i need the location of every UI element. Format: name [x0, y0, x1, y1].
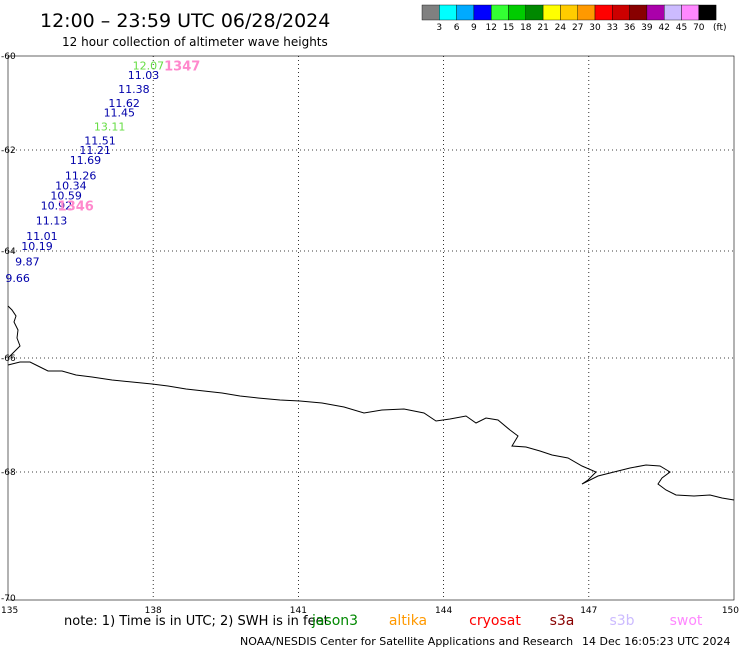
- satellite-legend-cryosat: cryosat: [469, 613, 521, 629]
- color-scale-swatch: [421, 4, 440, 21]
- color-scale-label: 15: [503, 23, 514, 33]
- color-scale-label: 33: [607, 23, 618, 33]
- color-scale-swatch: [681, 4, 699, 21]
- coastline: [7, 305, 735, 501]
- color-scale-swatch: [664, 4, 682, 21]
- wave-height-value: 11.21: [79, 144, 111, 157]
- map-frame: [7, 55, 735, 601]
- longitude-tick-label: 150: [722, 606, 739, 616]
- latitude-tick-label: -62: [1, 146, 16, 156]
- color-scale-label: 6: [454, 23, 460, 33]
- page-title: 12:00 – 23:59 UTC 06/28/2024: [40, 10, 330, 32]
- wave-height-value: 9.66: [5, 272, 30, 285]
- longitude-tick-label: 135: [1, 606, 18, 616]
- color-scale-label: 3: [436, 23, 442, 33]
- longitude-tick-labels: 135 138 141 144 147 150: [1, 606, 739, 616]
- satellite-legend-s3a: s3a: [550, 613, 575, 629]
- color-scale-swatch: [612, 4, 630, 21]
- pass-time-label: 1346: [58, 200, 94, 215]
- color-scale-label: 21: [537, 23, 548, 33]
- color-scale-swatch: [439, 4, 457, 21]
- color-scale-swatch: [456, 4, 475, 21]
- wave-height-value: 11.13: [36, 215, 68, 228]
- color-scale-label: 18: [520, 23, 532, 33]
- wave-height-value: 11.26: [65, 169, 97, 182]
- color-scale-unit: (ft): [713, 23, 727, 33]
- color-scale-label: 45: [676, 23, 687, 33]
- latitude-tick-label: -70: [1, 594, 16, 604]
- footer-timestamp: 14 Dec 16:05:23 UTC 2024: [582, 635, 730, 648]
- footer-credit: NOAA/NESDIS Center for Satellite Applica…: [240, 635, 573, 648]
- latitude-tick-labels: -60 -62 -64 -66 -68 -70: [1, 52, 16, 604]
- footer-note: note: 1) Time is in UTC; 2) SWH is in fe…: [64, 614, 329, 629]
- wave-height-value: 11.69: [70, 154, 102, 167]
- longitude-tick-label: 141: [290, 606, 307, 616]
- longitude-tick-label: 144: [435, 606, 452, 616]
- satellite-legend-s3b: s3b: [609, 613, 634, 629]
- wave-height-value: 10.92: [41, 200, 73, 213]
- color-scale-label: 39: [641, 23, 653, 33]
- color-scale-swatch: [508, 4, 526, 21]
- wave-height-value: 11.45: [104, 106, 136, 119]
- color-scale-swatch: [594, 4, 613, 21]
- latitude-tick-label: -64: [1, 247, 16, 257]
- color-scale-label: 12: [485, 23, 496, 33]
- wave-height-value: 10.19: [21, 240, 53, 253]
- pass-time-label: 1347: [164, 59, 200, 74]
- satellite-legend-swot: swot: [670, 613, 703, 629]
- wave-height-value: 11.38: [118, 83, 150, 96]
- color-scale-label: 9: [471, 23, 477, 33]
- latitude-tick-label: -66: [1, 354, 16, 364]
- wave-height-value: 10.34: [55, 179, 87, 192]
- color-scale-swatch: [560, 4, 578, 21]
- satellite-legend: jason3 altika cryosat s3a s3b swot: [311, 613, 703, 629]
- color-scale-label: 36: [624, 23, 636, 33]
- color-scale-label: 30: [589, 23, 601, 33]
- longitude-tick-label: 147: [580, 606, 597, 616]
- color-scale-swatch: [473, 4, 492, 21]
- color-scale-swatch: [577, 4, 596, 21]
- color-scale-swatch: [698, 4, 717, 21]
- wave-height-value: 11.03: [128, 69, 160, 82]
- satellite-legend-altika: altika: [389, 613, 427, 629]
- wave-height-value: 11.51: [84, 135, 116, 148]
- color-scale-swatch: [491, 4, 509, 21]
- longitude-tick-label: 138: [145, 606, 162, 616]
- color-scale-swatch: [646, 4, 665, 21]
- wave-height-value: 13.11: [94, 121, 126, 134]
- map-grid: [8, 56, 734, 600]
- latitude-tick-label: -68: [1, 468, 16, 478]
- color-scale-label: 70: [693, 23, 705, 33]
- wave-height-value: 9.87: [15, 256, 40, 269]
- color-scale-label: 27: [572, 23, 583, 33]
- wave-height-value: 11.01: [26, 230, 58, 243]
- color-scale-swatch: [542, 4, 561, 21]
- wave-height-value: 11.62: [108, 97, 140, 110]
- color-scale-label: 42: [658, 23, 669, 33]
- pass-time-labels: 1347 1346: [58, 59, 201, 214]
- color-scale-legend: 3 6 9 12 15 18 21 24 27 30 33 36 39 42 45 70: [421, 4, 717, 33]
- page-subtitle: 12 hour collection of altimeter wave hei…: [62, 35, 328, 49]
- latitude-tick-label: -60: [1, 52, 16, 62]
- wave-height-value: 10.59: [50, 189, 82, 202]
- color-scale-swatch: [629, 4, 648, 21]
- color-scale-label: 24: [555, 23, 567, 33]
- wave-height-value: 12.07: [133, 59, 165, 72]
- color-scale-swatch: [525, 4, 544, 21]
- satellite-legend-jason3: jason3: [311, 613, 358, 629]
